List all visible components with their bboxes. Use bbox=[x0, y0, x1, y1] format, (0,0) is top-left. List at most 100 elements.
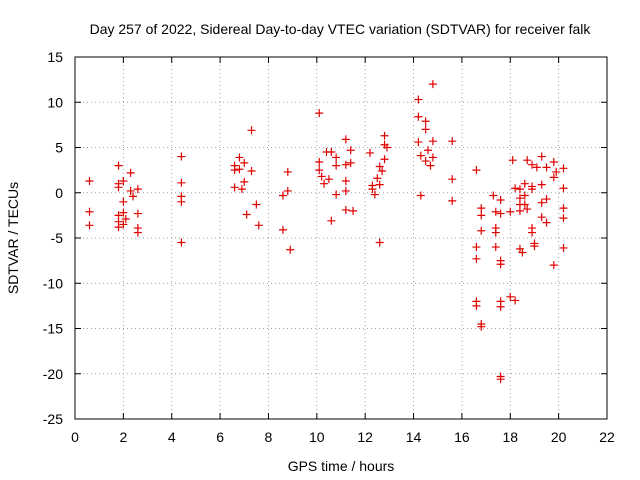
data-point bbox=[532, 163, 541, 172]
data-point bbox=[230, 183, 239, 192]
y-axis-label: SDTVAR / TECUs bbox=[5, 182, 21, 294]
data-point bbox=[496, 302, 505, 311]
data-point bbox=[549, 173, 558, 182]
data-point bbox=[523, 156, 532, 165]
y-tick-label: 0 bbox=[55, 185, 63, 201]
data-point bbox=[496, 375, 505, 384]
data-point bbox=[375, 162, 384, 171]
data-point bbox=[506, 292, 515, 301]
data-point bbox=[380, 155, 389, 164]
data-point bbox=[416, 191, 425, 200]
data-point bbox=[491, 228, 500, 237]
data-point bbox=[518, 248, 527, 257]
data-point bbox=[542, 218, 551, 227]
x-tick-label: 14 bbox=[406, 429, 422, 445]
data-point bbox=[324, 175, 333, 184]
data-point bbox=[230, 166, 239, 175]
data-point bbox=[421, 125, 430, 134]
data-point bbox=[252, 200, 261, 209]
data-point bbox=[373, 174, 382, 183]
data-point bbox=[520, 191, 529, 200]
data-point bbox=[237, 185, 246, 194]
data-point bbox=[341, 176, 350, 185]
data-point bbox=[320, 179, 329, 188]
x-tick-label: 2 bbox=[119, 429, 127, 445]
data-point bbox=[477, 322, 486, 331]
data-point bbox=[126, 186, 135, 195]
data-point bbox=[378, 167, 387, 176]
data-point bbox=[114, 223, 123, 232]
data-point bbox=[428, 80, 437, 89]
data-point bbox=[242, 210, 251, 219]
data-point bbox=[346, 158, 355, 167]
data-point bbox=[511, 296, 520, 305]
data-point bbox=[428, 137, 437, 146]
data-point bbox=[506, 207, 515, 216]
data-point bbox=[247, 126, 256, 135]
x-tick-label: 20 bbox=[551, 429, 567, 445]
data-point bbox=[559, 204, 568, 213]
data-point bbox=[414, 112, 423, 121]
data-points bbox=[85, 80, 568, 384]
data-point bbox=[346, 146, 355, 155]
data-point bbox=[523, 205, 532, 214]
data-point bbox=[278, 191, 287, 200]
data-point bbox=[332, 190, 341, 199]
data-point bbox=[133, 209, 142, 218]
data-point bbox=[530, 242, 539, 251]
data-point bbox=[537, 213, 546, 222]
data-point bbox=[537, 180, 546, 189]
data-point bbox=[496, 260, 505, 269]
data-point bbox=[349, 206, 358, 215]
data-point bbox=[341, 186, 350, 195]
data-point bbox=[428, 153, 437, 162]
y-tick-label: -25 bbox=[43, 411, 63, 427]
x-tick-label: 10 bbox=[309, 429, 325, 445]
data-point bbox=[235, 153, 244, 162]
x-tick-label: 6 bbox=[216, 429, 224, 445]
data-point bbox=[491, 207, 500, 216]
data-point bbox=[559, 243, 568, 252]
data-point bbox=[421, 157, 430, 166]
data-point bbox=[537, 152, 546, 161]
data-point bbox=[477, 226, 486, 235]
data-point bbox=[528, 228, 537, 237]
data-point bbox=[416, 151, 425, 160]
data-point bbox=[559, 184, 568, 193]
data-point bbox=[520, 200, 529, 209]
y-tick-label: 10 bbox=[47, 94, 63, 110]
data-point bbox=[177, 152, 186, 161]
data-point bbox=[332, 161, 341, 170]
data-point bbox=[472, 243, 481, 252]
y-tick-label: -15 bbox=[43, 321, 63, 337]
y-tick-label: 15 bbox=[47, 49, 63, 65]
axis-ticks: 0 2 4 6 8 10 12 14 16 18 20 22 -25 -20 -15 -10 -5 0 5 10 15 bbox=[43, 49, 615, 445]
data-point bbox=[448, 175, 457, 184]
data-point bbox=[85, 176, 94, 185]
data-point bbox=[477, 211, 486, 220]
y-tick-label: 5 bbox=[55, 140, 63, 156]
data-point bbox=[515, 185, 524, 194]
x-tick-label: 0 bbox=[71, 429, 79, 445]
data-point bbox=[286, 245, 295, 254]
data-point bbox=[119, 176, 128, 185]
data-point bbox=[520, 179, 529, 188]
data-point bbox=[528, 160, 537, 169]
data-point bbox=[126, 168, 135, 177]
data-point bbox=[472, 301, 481, 310]
data-point bbox=[133, 185, 142, 194]
data-point bbox=[368, 185, 377, 194]
data-point bbox=[278, 225, 287, 234]
y-tick-label: -5 bbox=[51, 230, 64, 246]
grid bbox=[75, 57, 607, 419]
data-point bbox=[448, 196, 457, 205]
data-point bbox=[327, 148, 336, 157]
x-tick-label: 12 bbox=[357, 429, 373, 445]
data-point bbox=[508, 156, 517, 165]
data-point bbox=[235, 165, 244, 174]
data-point bbox=[552, 167, 561, 176]
data-point bbox=[375, 180, 384, 189]
data-point bbox=[421, 117, 430, 126]
data-point bbox=[121, 214, 130, 223]
data-point bbox=[341, 160, 350, 169]
